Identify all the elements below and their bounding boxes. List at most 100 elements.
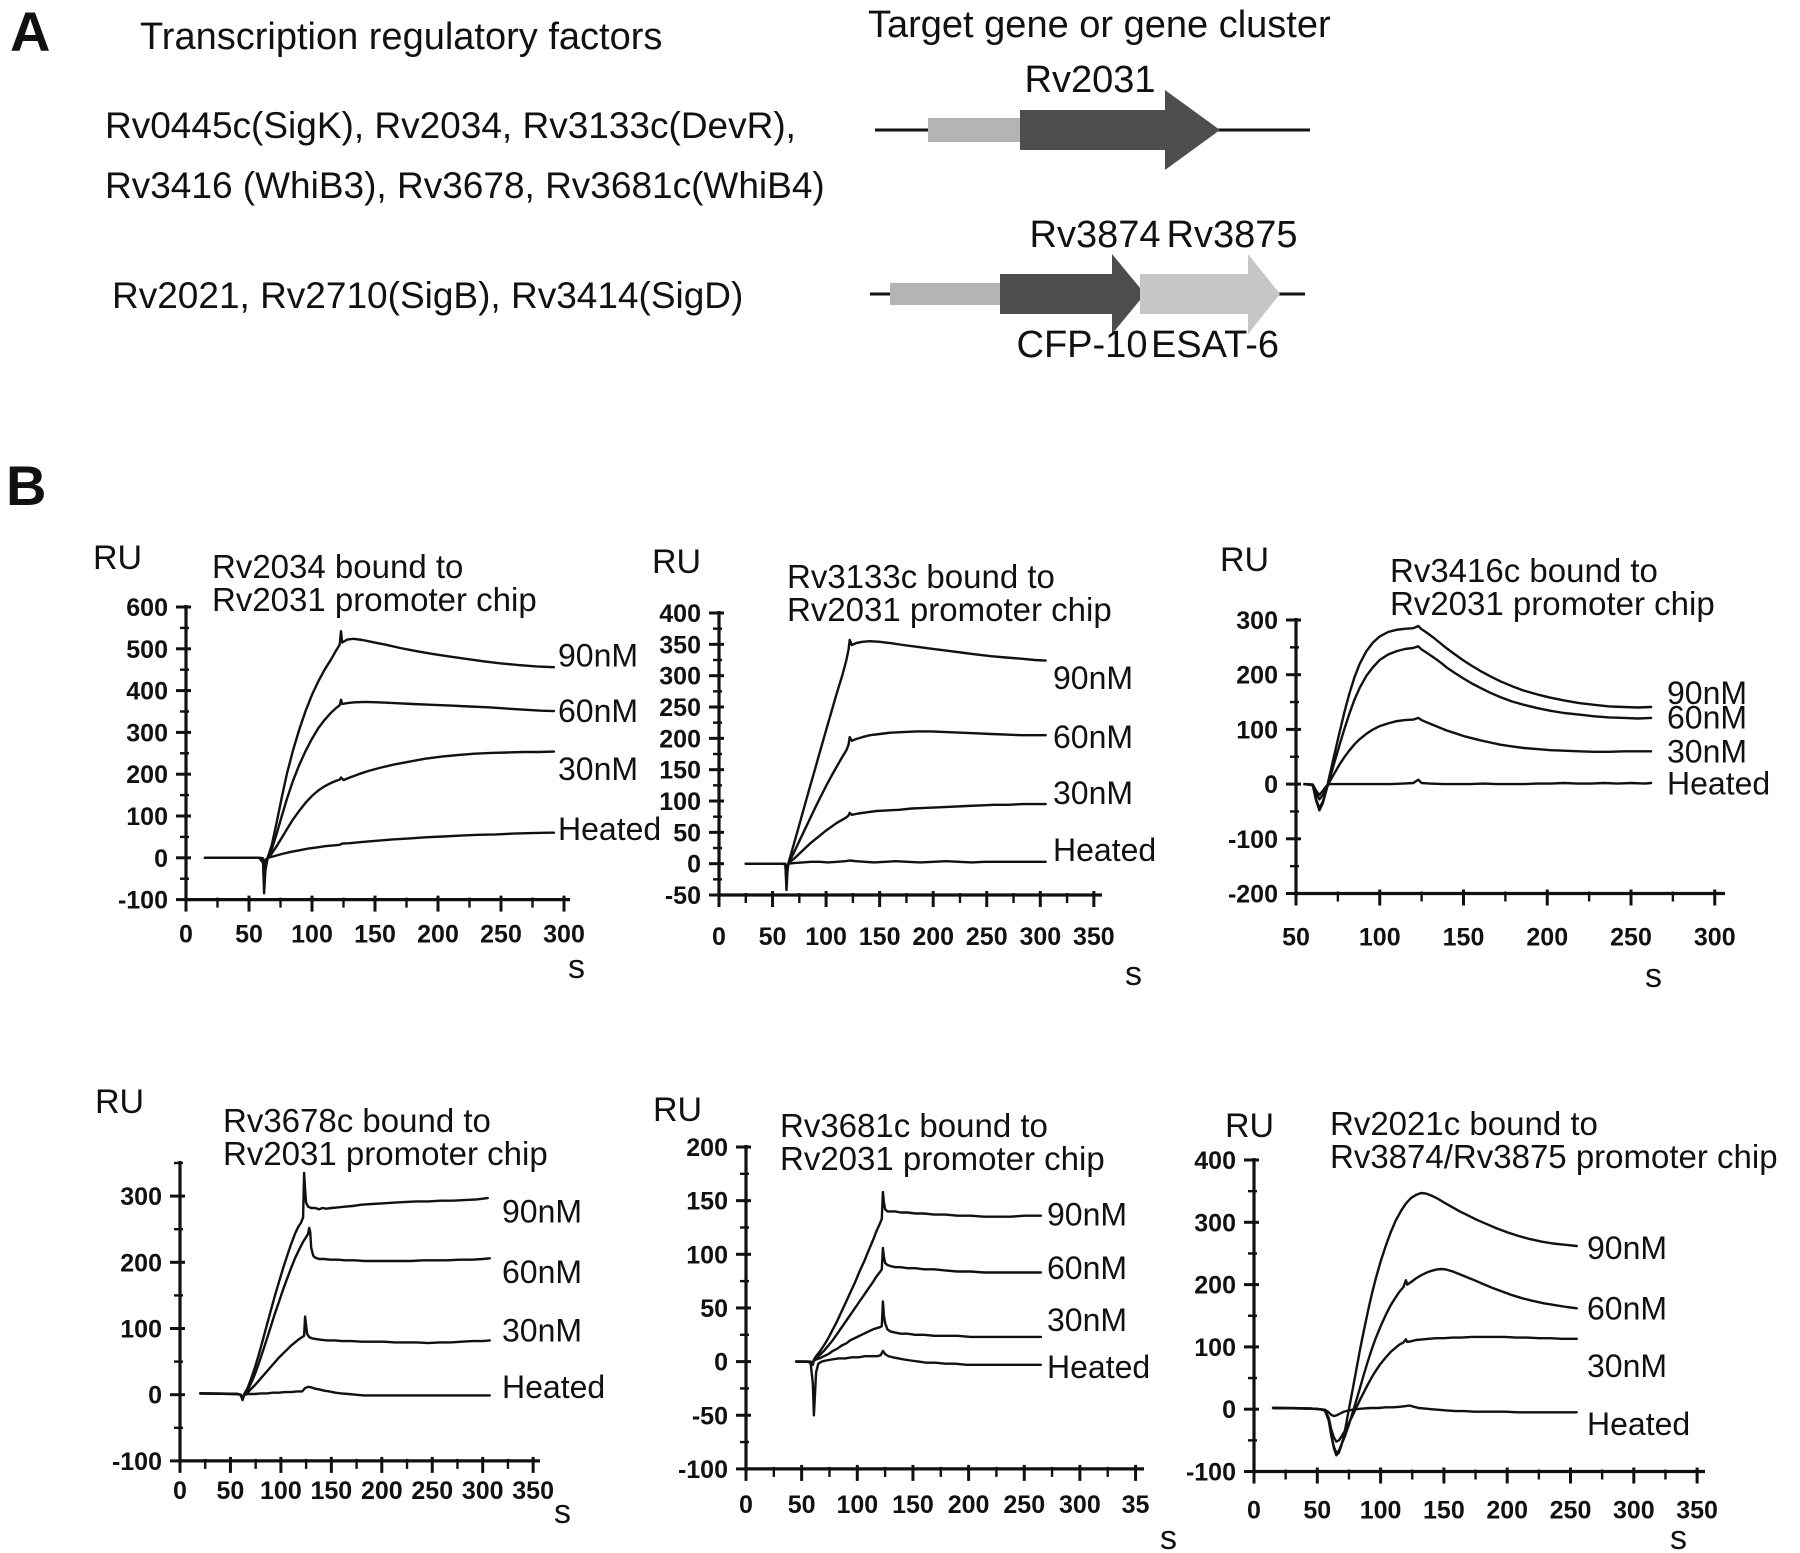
chart-title-line-2: Rv2031 promoter chip — [212, 581, 537, 618]
factor-group-1-line-2: Rv3416 (WhiB3), Rv3678, Rv3681c(WhiB4) — [105, 165, 825, 206]
y-tick-label: 0 — [148, 1382, 162, 1410]
y-tick-label: -100 — [112, 1448, 162, 1476]
y-tick-label: 400 — [1194, 1147, 1236, 1175]
gene-arrow-rv2031 — [1020, 90, 1220, 170]
x-tick-label: 50 — [788, 1491, 816, 1519]
x-tick-label: 300 — [1694, 924, 1736, 952]
y-tick-label: 150 — [686, 1188, 728, 1216]
x-tick-label: 50 — [1303, 1497, 1331, 1525]
series-label-90nm: 90nM — [1667, 675, 1747, 711]
gene-diagram-rv3874-rv3875: Rv3874 Rv3875 CFP-10 ESAT-6 — [870, 214, 1305, 366]
sensorgram-curve-30nm — [794, 1300, 1043, 1364]
y-tick-label: 0 — [154, 845, 168, 873]
chart-title-line-1: Rv2021c bound to — [1330, 1105, 1598, 1142]
y-tick-label: 400 — [659, 600, 701, 628]
sensorgram-curve-60nm — [744, 730, 1047, 885]
sensorgram-curve-90nm — [1271, 1191, 1578, 1457]
sensorgram-curve-90nm — [744, 638, 1047, 892]
chart-title-line-1: Rv2034 bound to — [212, 548, 463, 585]
y-tick-label: 0 — [714, 1349, 728, 1377]
sensorgram-rv3416c: -200 -100 0 100 200 300 50 100 150 200 250 300 90nM6… — [1220, 541, 1770, 995]
x-tick-label: 0 — [1247, 1497, 1261, 1525]
x-tick-label: 250 — [411, 1477, 453, 1505]
series-label-60nm: 60nM — [1047, 1250, 1127, 1286]
y-tick-label: 0 — [687, 851, 701, 879]
x-tick-label: 200 — [1526, 924, 1568, 952]
x-tick-label: 150 — [1443, 924, 1485, 952]
y-tick-label: 500 — [126, 636, 168, 664]
y-tick-label: 100 — [120, 1316, 162, 1344]
y-tick-label: 50 — [673, 819, 701, 847]
chart-title-line-1: Rv3133c bound to — [787, 558, 1055, 595]
sensorgram-curve-60nm — [203, 698, 556, 885]
panel-a-left-heading: Transcription regulatory factors — [140, 16, 663, 58]
chart-title-line-2: Rv3874/Rv3875 promoter chip — [1330, 1138, 1778, 1175]
protein-label-cfp10: CFP-10 — [1017, 324, 1148, 366]
sensorgram-rv3133c: -50 0 50 100 150 200 250 300 350 400 0 50 100 150 200 2… — [652, 543, 1156, 993]
x-tick-label: 250 — [1610, 924, 1652, 952]
series-label-30nm: 30nM — [1667, 733, 1747, 769]
y-tick-label: 100 — [686, 1241, 728, 1269]
y-tick-label: 300 — [126, 719, 168, 747]
x-tick-label: 35 — [1122, 1491, 1150, 1519]
protein-label-esat6: ESAT-6 — [1151, 324, 1279, 366]
gene-label-rv3874: Rv3874 — [1030, 214, 1161, 256]
x-tick-label: 150 — [354, 921, 396, 949]
series-label-90nm: 90nM — [1053, 660, 1133, 696]
y-tick-label: 300 — [1236, 607, 1278, 635]
x-tick-label: 250 — [1003, 1491, 1045, 1519]
series-label-60nm: 60nM — [1667, 699, 1747, 735]
series-label-heated: Heated — [1587, 1406, 1690, 1442]
x-tick-label: 0 — [712, 923, 726, 951]
sensorgram-rv2034: -100 0 100 200 300 400 500 600 0 50 100 150 200 250 30… — [93, 539, 661, 986]
sensorgram-curve-60nm — [1271, 1267, 1578, 1454]
x-tick-label: 250 — [966, 923, 1008, 951]
y-tick-label: 300 — [120, 1183, 162, 1211]
series-label-30nm: 30nM — [1587, 1348, 1667, 1384]
panel-b-letter: B — [6, 454, 47, 517]
sensorgram-curve-heated — [198, 1385, 491, 1398]
sensorgram-rv3678c: -100 0 100 200 300 0 50 100 150 200 250 300 350 90nM 6… — [95, 1083, 605, 1531]
chart-title-line-2: Rv2031 promoter chip — [223, 1135, 548, 1172]
x-tick-label: 300 — [1019, 923, 1061, 951]
sensorgram-curve-heated — [794, 1349, 1043, 1417]
panel-a-letter: A — [10, 0, 51, 63]
x-tick-label: 100 — [291, 921, 333, 949]
x-tick-label: 350 — [512, 1477, 554, 1505]
x-tick-label: 300 — [543, 921, 585, 949]
x-tick-label: 350 — [1073, 923, 1115, 951]
sensorgram-curve-heated — [744, 859, 1047, 872]
y-tick-label: 200 — [120, 1249, 162, 1277]
chart-title-line-2: Rv2031 promoter chip — [787, 591, 1112, 628]
series-label-60nm: 60nM — [558, 693, 638, 729]
y-tick-label: 50 — [700, 1295, 728, 1323]
series-label-30nm: 30nM — [558, 751, 638, 787]
x-axis-unit-label: s — [1670, 1519, 1687, 1553]
x-axis-unit-label: s — [1645, 957, 1662, 995]
x-tick-label: 300 — [462, 1477, 504, 1505]
y-tick-label: 0 — [1264, 771, 1278, 799]
x-tick-label: 200 — [948, 1491, 990, 1519]
x-axis-unit-label: s — [1125, 955, 1142, 993]
y-axis-unit-label: RU — [652, 543, 701, 581]
y-tick-label: 350 — [659, 631, 701, 659]
x-tick-label: 0 — [173, 1477, 187, 1505]
y-tick-label: 100 — [1194, 1334, 1236, 1362]
y-tick-label: -50 — [692, 1402, 728, 1430]
x-tick-label: 100 — [1359, 924, 1401, 952]
y-tick-label: 0 — [1222, 1396, 1236, 1424]
sensorgram-curve-30nm — [198, 1315, 491, 1399]
x-tick-label: 200 — [361, 1477, 403, 1505]
gene-label-rv2031: Rv2031 — [1025, 59, 1156, 101]
y-tick-label: 600 — [126, 594, 168, 622]
series-label-90nm: 90nM — [1587, 1230, 1667, 1266]
x-tick-label: 300 — [1059, 1491, 1101, 1519]
series-label-90nm: 90nM — [1047, 1197, 1127, 1233]
x-tick-label: 100 — [1360, 1497, 1402, 1525]
x-tick-label: 100 — [836, 1491, 878, 1519]
sensorgram-curve-90nm — [198, 1171, 489, 1402]
promoter-region-bar — [890, 283, 1003, 305]
y-tick-label: -100 — [678, 1456, 728, 1484]
x-tick-label: 0 — [179, 921, 193, 949]
x-tick-label: 150 — [310, 1477, 352, 1505]
